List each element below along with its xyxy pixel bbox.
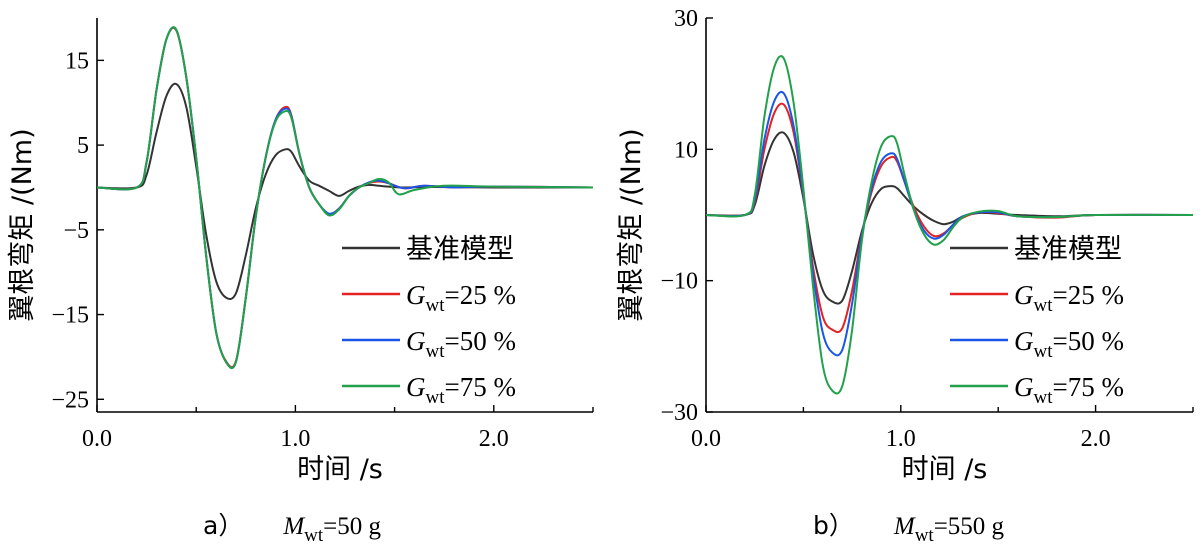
variable-symbol: G — [406, 372, 426, 402]
variable-symbol: G — [1014, 280, 1034, 310]
subscript: wt — [426, 387, 446, 408]
variable-symbol: M — [893, 513, 916, 540]
variable-symbol: G — [1014, 372, 1034, 402]
y-tick-label: 5 — [77, 133, 89, 159]
series-line-2 — [97, 26, 593, 370]
y-tick-label: −30 — [660, 400, 698, 426]
value-text: =25 % — [445, 280, 516, 310]
value-text: =50 g — [323, 513, 381, 540]
y-tick-label: −10 — [660, 269, 698, 295]
variable-symbol: G — [406, 326, 426, 356]
subscript: wt — [1034, 341, 1054, 362]
y-tick-label: −15 — [51, 303, 89, 329]
legend-label-0: 基准模型 — [406, 234, 514, 265]
x-tick-label: 0.0 — [82, 426, 112, 452]
value-text: =50 % — [445, 326, 516, 356]
y-tick-label: 15 — [65, 48, 89, 74]
panel-caption: a） Mwt=50 g — [203, 511, 382, 546]
legend-label-2: Gwt=50 % — [1014, 326, 1124, 362]
y-axis-label: 翼根弯矩 /(Nm) — [7, 128, 38, 321]
subscript: wt — [426, 341, 446, 362]
series-line-3 — [706, 55, 1193, 395]
x-tick-label: 0.0 — [691, 426, 721, 452]
series-line-0 — [97, 82, 593, 301]
subscript: wt — [1034, 295, 1054, 316]
subscript: wt — [915, 525, 935, 546]
chart-panel-a: 15 5 −5 −15 −25 0.0 1.0 2.0 时间 /s 翼根弯矩 /(Nm) 基准模型 G… — [7, 18, 594, 546]
x-tick-label: 2.0 — [1081, 426, 1111, 452]
x-tick-label: 1.0 — [280, 426, 310, 452]
variable-symbol: G — [406, 280, 426, 310]
caption-prefix: b） — [813, 511, 854, 540]
value-text: =550 g — [934, 513, 1005, 540]
x-tick-label: 1.0 — [886, 426, 916, 452]
legend-label-1: Gwt=25 % — [1014, 280, 1124, 316]
legend-label-1: Gwt=25 % — [406, 280, 516, 316]
series-line-3 — [97, 26, 593, 370]
x-tick-label: 2.0 — [479, 426, 509, 452]
x-axis-label: 时间 /s — [902, 454, 988, 485]
value-text: =50 % — [1053, 326, 1124, 356]
value-text: =75 % — [445, 372, 516, 402]
legend-label-0: 基准模型 — [1014, 234, 1122, 265]
value-text: =25 % — [1053, 280, 1124, 310]
y-axis-label: 翼根弯矩 /(Nm) — [616, 128, 647, 321]
x-axis-label: 时间 /s — [297, 454, 383, 485]
y-tick-label: −5 — [63, 218, 89, 244]
legend-label-3: Gwt=75 % — [406, 372, 516, 408]
legend-label-2: Gwt=50 % — [406, 326, 516, 362]
caption-prefix: a） — [203, 511, 243, 540]
y-tick-label: −25 — [51, 387, 89, 413]
series-line-0 — [706, 131, 1193, 305]
variable-symbol: M — [282, 513, 305, 540]
legend-label-3: Gwt=75 % — [1014, 372, 1124, 408]
subscript: wt — [1034, 387, 1054, 408]
y-tick-label: 10 — [674, 137, 698, 163]
series-line-1 — [97, 26, 593, 369]
subscript: wt — [426, 295, 446, 316]
y-tick-label: 30 — [674, 6, 698, 32]
variable-symbol: G — [1014, 326, 1034, 356]
value-text: =75 % — [1053, 372, 1124, 402]
chart-panel-b: 30 10 −10 −300.0 1.0 2.0 时间 /s 翼根弯矩 /(Nm) 基准模型 Gw… — [616, 6, 1194, 546]
subscript: wt — [304, 525, 324, 546]
panel-caption: b） Mwt=550 g — [813, 511, 1005, 546]
